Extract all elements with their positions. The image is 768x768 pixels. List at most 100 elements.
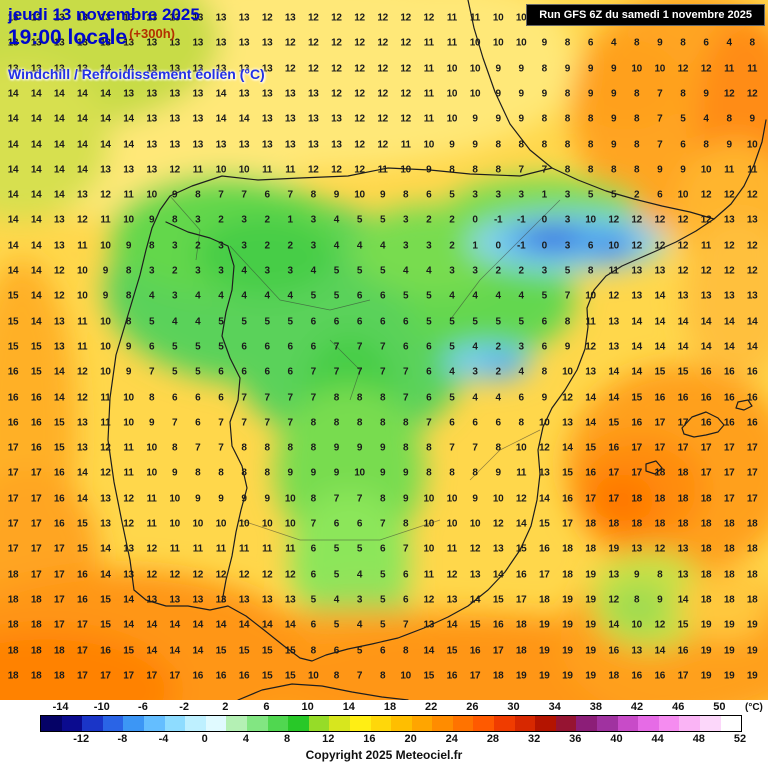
grid-value: 14: [7, 265, 19, 277]
grid-value: 14: [169, 619, 180, 631]
grid-value: 13: [53, 240, 65, 252]
grid-value: 12: [377, 113, 388, 125]
grid-value: 10: [123, 417, 134, 429]
grid-value: 18: [654, 493, 666, 505]
grid-value: 8: [403, 645, 409, 656]
grid-value: 14: [723, 341, 735, 353]
scale-cell: [205, 716, 227, 731]
grid-value: 7: [356, 670, 363, 682]
grid-value: 14: [631, 341, 642, 353]
scale-cell: [411, 716, 433, 731]
grid-value: 12: [423, 594, 435, 606]
grid-value: 12: [377, 63, 388, 75]
grid-value: 8: [379, 392, 386, 403]
grid-value: 9: [541, 88, 548, 100]
grid-value: 14: [631, 316, 642, 328]
grid-value: 7: [657, 113, 663, 125]
grid-value: 10: [539, 417, 550, 429]
menorca-island: [735, 399, 753, 411]
scale-cell: [82, 716, 103, 731]
grid-value: 11: [446, 12, 457, 24]
grid-value: 13: [215, 594, 227, 606]
grid-value: 2: [287, 240, 294, 252]
grid-value: 10: [423, 518, 435, 530]
grid-value: 5: [610, 189, 617, 201]
grid-value: 12: [238, 569, 250, 581]
grid-value: 5: [333, 265, 340, 277]
grid-value: 19: [562, 594, 573, 606]
grid-value: 3: [518, 189, 525, 201]
grid-value: 14: [30, 240, 42, 252]
grid-value: 7: [195, 442, 201, 454]
grid-value: 15: [30, 366, 42, 378]
grid-value: 19: [585, 670, 596, 682]
grid-value: 19: [562, 670, 573, 682]
grid-value: 1: [541, 189, 548, 201]
grid-value: 13: [308, 88, 319, 100]
grid-value: 6: [356, 290, 363, 302]
grid-value: 11: [423, 88, 434, 100]
grid-value: 3: [449, 265, 455, 277]
scale-tick: 10: [301, 701, 314, 713]
grid-value: 5: [356, 543, 363, 555]
grid-value: 16: [539, 543, 550, 555]
grid-value: 15: [515, 543, 527, 555]
grid-value: 8: [495, 442, 501, 454]
grid-value: 5: [403, 290, 409, 302]
grid-value: 18: [654, 518, 666, 530]
grid-value: 5: [356, 645, 363, 656]
grid-value: 7: [403, 543, 409, 555]
grid-value: 16: [446, 670, 458, 682]
scale-tick: 38: [589, 701, 602, 713]
grid-value: 15: [654, 366, 666, 378]
grid-value: 9: [564, 341, 571, 353]
grid-value: 16: [631, 670, 642, 682]
grid-value: 12: [100, 189, 111, 201]
grid-value: 13: [53, 214, 65, 226]
grid-value: 8: [518, 139, 525, 150]
grid-value: 8: [310, 417, 317, 429]
scale-cell: [308, 716, 330, 731]
grid-value: 14: [123, 113, 134, 125]
grid-value: 12: [654, 214, 666, 226]
grid-value: 12: [400, 12, 411, 24]
grid-value: 9: [287, 467, 294, 479]
grid-value: 4: [449, 366, 455, 378]
grid-value: 18: [700, 569, 712, 581]
grid-value: 17: [746, 493, 758, 505]
grid-value: 15: [608, 417, 619, 429]
grid-value: 15: [284, 645, 296, 656]
grid-value: 2: [264, 240, 270, 252]
grid-value: 13: [146, 594, 157, 606]
grid-value: 2: [218, 214, 224, 226]
grid-value: 12: [215, 569, 227, 581]
grid-value: 13: [169, 139, 180, 150]
grid-value: 14: [100, 63, 111, 75]
grid-value: 15: [7, 341, 19, 353]
grid-value: 7: [287, 417, 294, 429]
run-info-box: Run GFS 6Z du samedi 1 novembre 2025: [526, 4, 765, 26]
grid-value: 18: [7, 619, 19, 631]
grid-value: 8: [426, 467, 432, 479]
grid-value: 9: [218, 493, 224, 505]
grid-value: 3: [264, 265, 270, 277]
grid-value: 14: [146, 645, 157, 656]
grid-value: 19: [539, 670, 550, 682]
grid-value: 14: [192, 645, 204, 656]
grid-value: 13: [169, 113, 180, 125]
grid-value: 3: [541, 265, 548, 277]
grid-value: 4: [356, 619, 363, 631]
grid-value: 12: [261, 12, 273, 24]
grid-value: 13: [30, 37, 42, 49]
grid-value: 4: [472, 290, 478, 302]
grid-value: 9: [495, 113, 501, 125]
scale-tick: 4: [242, 733, 249, 745]
mallorca-island: [681, 411, 725, 438]
grid-value: 5: [472, 316, 478, 328]
grid-value: 7: [379, 518, 386, 530]
grid-value: 2: [449, 214, 455, 226]
grid-value: 5: [426, 316, 432, 328]
scale-cell: [288, 716, 309, 731]
grid-value: 8: [379, 493, 386, 505]
grid-value: 11: [423, 113, 434, 125]
